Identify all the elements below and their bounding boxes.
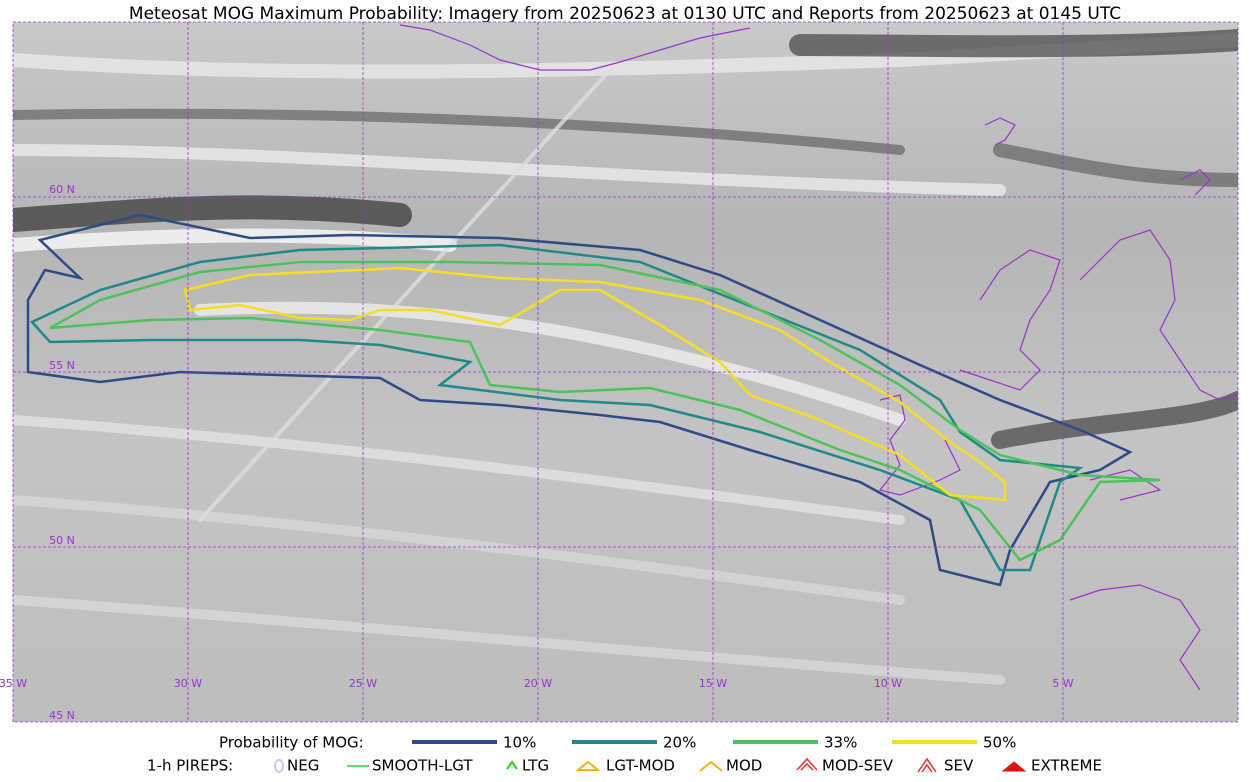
map-frame (12, 21, 1239, 723)
lon-label: 35 W (0, 677, 27, 690)
legend-label: 20% (663, 734, 696, 752)
legend-label: MOD (726, 757, 762, 775)
legend-label: NEG (287, 757, 319, 775)
contour (49, 260, 1161, 562)
legend-label: SEV (944, 757, 974, 775)
legend-label: 10% (503, 734, 536, 752)
lon-label: 5 W (1052, 677, 1073, 690)
contour (29, 243, 1084, 572)
pirep-symbol (575, 760, 601, 771)
legend-title: Probability of MOG: (219, 734, 364, 752)
lon-label: 20 W (524, 677, 552, 690)
lon-label: 25 W (349, 677, 377, 690)
lat-label: 55 N (49, 359, 75, 372)
legend-label: LGT-MOD (606, 757, 675, 775)
legend-label: MOD-SEV (822, 757, 894, 775)
contour (183, 266, 1007, 502)
pirep-symbol (1001, 761, 1027, 772)
coastlines (399, 24, 1238, 691)
cloud-streaks (13, 29, 1238, 685)
legend-label: LTG (522, 757, 549, 775)
grid-labels: 60 N 55 N 50 N 45 N 35 W 30 W 25 W 20 W 15 W 10 W… (0, 183, 1074, 722)
probability-contours (26, 213, 1161, 587)
legend-label: SMOOTH-LGT (372, 757, 473, 775)
pirep-symbol (699, 760, 723, 772)
lon-label: 10 W (874, 677, 902, 690)
legend-label: 50% (983, 734, 1016, 752)
legend-label: EXTREME (1031, 757, 1102, 775)
graticule (13, 22, 1238, 722)
pirep-symbol (917, 757, 937, 773)
legend-title: 1-h PIREPS: (147, 757, 233, 775)
map (13, 22, 1238, 722)
lat-label: 60 N (49, 183, 75, 196)
lon-label: 15 W (699, 677, 727, 690)
lon-label: 30 W (174, 677, 202, 690)
title: Meteosat MOG Maximum Probability: Imager… (129, 4, 1121, 24)
pirep-symbol (506, 760, 518, 770)
lat-label: 45 N (49, 709, 75, 722)
legend: Probability of MOG: 10% 20% 33% 50% 1-h PIREP… (147, 734, 1102, 775)
legend-label: 33% (824, 734, 857, 752)
pirep-symbol (796, 757, 818, 771)
pirep-symbol (274, 759, 284, 773)
contour (26, 213, 1133, 587)
lat-label: 50 N (49, 534, 75, 547)
